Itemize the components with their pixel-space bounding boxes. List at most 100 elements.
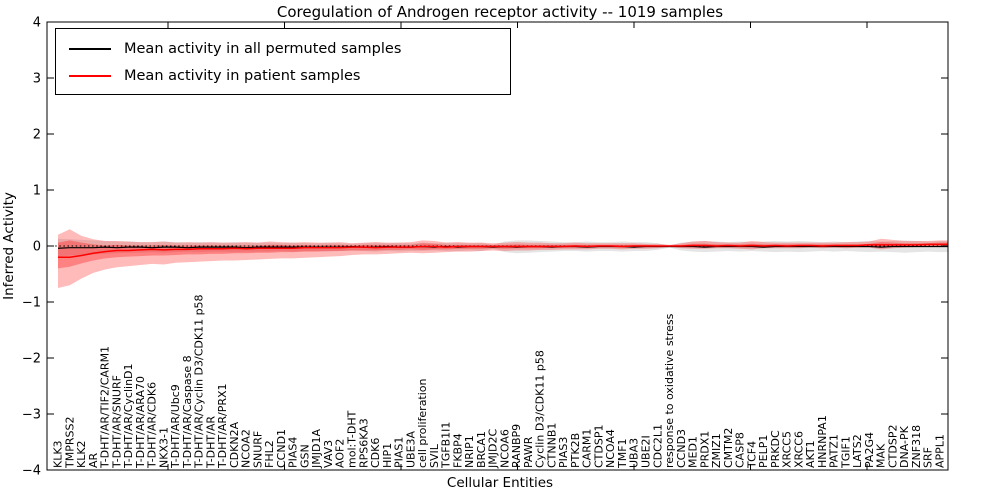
x-category-label: AKT1 bbox=[804, 440, 817, 468]
y-tick-label: −2 bbox=[22, 352, 41, 367]
x-category-label: LATS2 bbox=[851, 434, 864, 468]
x-category-label: BRCA1 bbox=[475, 431, 488, 468]
x-category-label: T-DHT/AR/CyclinD1 bbox=[122, 363, 135, 469]
x-category-label: APPL1 bbox=[934, 434, 947, 468]
x-category-label: TMF1 bbox=[616, 438, 629, 469]
x-category-label: CTDSP2 bbox=[886, 425, 899, 468]
x-category-label: XRCC6 bbox=[792, 431, 805, 468]
x-category-label: PIAS1 bbox=[393, 437, 406, 468]
x-category-label: NKX3-1 bbox=[157, 427, 170, 468]
x-category-label: response to oxidative stress bbox=[663, 313, 676, 468]
x-category-label: JMJD2C bbox=[487, 429, 500, 469]
x-category-label: T-DHT/AR/ARA70 bbox=[134, 376, 147, 469]
x-category-label: PIAS4 bbox=[287, 437, 300, 468]
x-category-label: CDC2L1 bbox=[651, 424, 664, 468]
x-category-label: PELP1 bbox=[757, 435, 770, 468]
legend-item-permuted: Mean activity in all permuted samples bbox=[56, 35, 510, 62]
y-tick-label: 1 bbox=[33, 184, 41, 199]
x-category-label: Cyclin D3/CDK11 p58 bbox=[534, 350, 547, 468]
chart-title: Coregulation of Androgen receptor activi… bbox=[276, 3, 724, 21]
x-category-label: AR bbox=[87, 452, 100, 468]
legend-label-permuted: Mean activity in all permuted samples bbox=[124, 40, 402, 57]
x-category-label: KLK3 bbox=[52, 440, 65, 468]
x-category-label: HNRNPA1 bbox=[816, 415, 829, 468]
x-category-label: mol:T-DHT bbox=[346, 410, 359, 468]
x-category-label: JMJD1A bbox=[310, 429, 323, 469]
x-axis-label: Cellular Entities bbox=[446, 475, 554, 491]
x-category-label: CTDSP1 bbox=[592, 425, 605, 468]
x-category-label: TGFB1I1 bbox=[440, 422, 453, 469]
permuted-range-band bbox=[58, 238, 948, 257]
y-axis-label: Inferred Activity bbox=[1, 192, 17, 300]
x-category-label: TMPRSS2 bbox=[63, 417, 76, 469]
x-category-label: NCOA2 bbox=[240, 429, 253, 468]
x-category-label: SRF bbox=[922, 447, 935, 468]
x-category-label: NRIP1 bbox=[463, 435, 476, 468]
x-category-label: FKBP4 bbox=[451, 433, 464, 468]
y-tick-label: 4 bbox=[33, 16, 41, 31]
x-category-label: PAWR bbox=[522, 436, 535, 468]
x-category-label: PIAS3 bbox=[557, 437, 570, 468]
x-category-label: AOF2 bbox=[334, 439, 347, 468]
x-category-label: NCOA6 bbox=[498, 429, 511, 468]
y-tick-label: −3 bbox=[22, 408, 41, 423]
y-tick-label: −1 bbox=[22, 296, 41, 311]
x-category-label: PRDX1 bbox=[698, 431, 711, 468]
x-category-label: RANBP9 bbox=[510, 424, 523, 468]
x-category-label: TCF4 bbox=[745, 441, 758, 469]
y-tick-label: −4 bbox=[22, 464, 41, 479]
x-category-label: MAK bbox=[875, 443, 888, 468]
x-category-label: T-DHT/AR/Cyclin D3/CDK11 p58 bbox=[193, 294, 206, 469]
patient-line-sample-icon bbox=[69, 74, 111, 77]
patient-outer-band bbox=[58, 229, 948, 288]
x-category-label: ZMIZ1 bbox=[710, 433, 723, 468]
x-category-label: FHL2 bbox=[263, 440, 276, 468]
patient-mean-line bbox=[58, 243, 948, 258]
legend: Mean activity in all permuted samples Me… bbox=[55, 28, 511, 95]
x-category-label: CTNNB1 bbox=[545, 423, 558, 468]
x-category-label: CARM1 bbox=[581, 429, 594, 468]
x-category-label: cell proliferation bbox=[416, 378, 429, 468]
x-category-label: NCOA4 bbox=[604, 429, 617, 468]
legend-label-patient: Mean activity in patient samples bbox=[124, 67, 361, 84]
y-tick-label: 3 bbox=[33, 72, 41, 87]
y-tick-label: 2 bbox=[33, 128, 41, 143]
x-category-label: HIP1 bbox=[381, 443, 394, 468]
x-category-label: CASP8 bbox=[734, 432, 747, 468]
x-category-label: MED1 bbox=[687, 436, 700, 468]
legend-item-patient: Mean activity in patient samples bbox=[56, 62, 510, 89]
x-category-label: PA2G4 bbox=[863, 432, 876, 468]
x-category-label: TGIF1 bbox=[839, 436, 852, 469]
x-category-label: PATZ1 bbox=[828, 434, 841, 468]
x-category-label: DNA-PK bbox=[898, 425, 911, 468]
x-category-label: UBA3 bbox=[628, 438, 641, 468]
x-category-label: KLK2 bbox=[75, 440, 88, 468]
x-category-label: CDKN2A bbox=[228, 421, 241, 468]
x-category-label: T-DHT/AR bbox=[204, 416, 217, 469]
x-category-label: T-DHT/AR/PRX1 bbox=[216, 383, 229, 469]
x-category-label: CCND3 bbox=[675, 429, 688, 468]
y-tick-label: 0 bbox=[33, 240, 41, 255]
x-category-label: XRCC5 bbox=[781, 431, 794, 468]
x-category-label: CMTM2 bbox=[722, 428, 735, 468]
x-category-label: T-DHT/AR/Ubc9 bbox=[169, 384, 182, 469]
x-category-label: VAV3 bbox=[322, 440, 335, 468]
x-category-label: T-DHT/AR/TIF2/CARM1 bbox=[99, 346, 112, 469]
x-category-label: ZNF318 bbox=[910, 425, 923, 468]
x-category-label: SNURF bbox=[251, 431, 264, 468]
x-category-label: SVIL bbox=[428, 443, 441, 468]
x-category-label: CDK6 bbox=[369, 438, 382, 468]
x-category-label: T-DHT/AR/SNURF bbox=[110, 375, 123, 469]
x-category-label: UBE3A bbox=[404, 430, 417, 468]
x-category-label: UBE2I bbox=[640, 435, 653, 468]
permuted-line-sample-icon bbox=[69, 47, 111, 50]
x-category-label: T-DHT/AR/Caspase 8 bbox=[181, 355, 194, 469]
x-category-label: GSN bbox=[298, 444, 311, 468]
x-category-label: PRKDC bbox=[769, 430, 782, 468]
x-category-label: PTK2B bbox=[569, 433, 582, 468]
x-category-label: T-DHT/AR/CDK6 bbox=[146, 382, 159, 469]
x-category-label: RPS6KA3 bbox=[357, 418, 370, 468]
x-category-label: CCND1 bbox=[275, 429, 288, 468]
